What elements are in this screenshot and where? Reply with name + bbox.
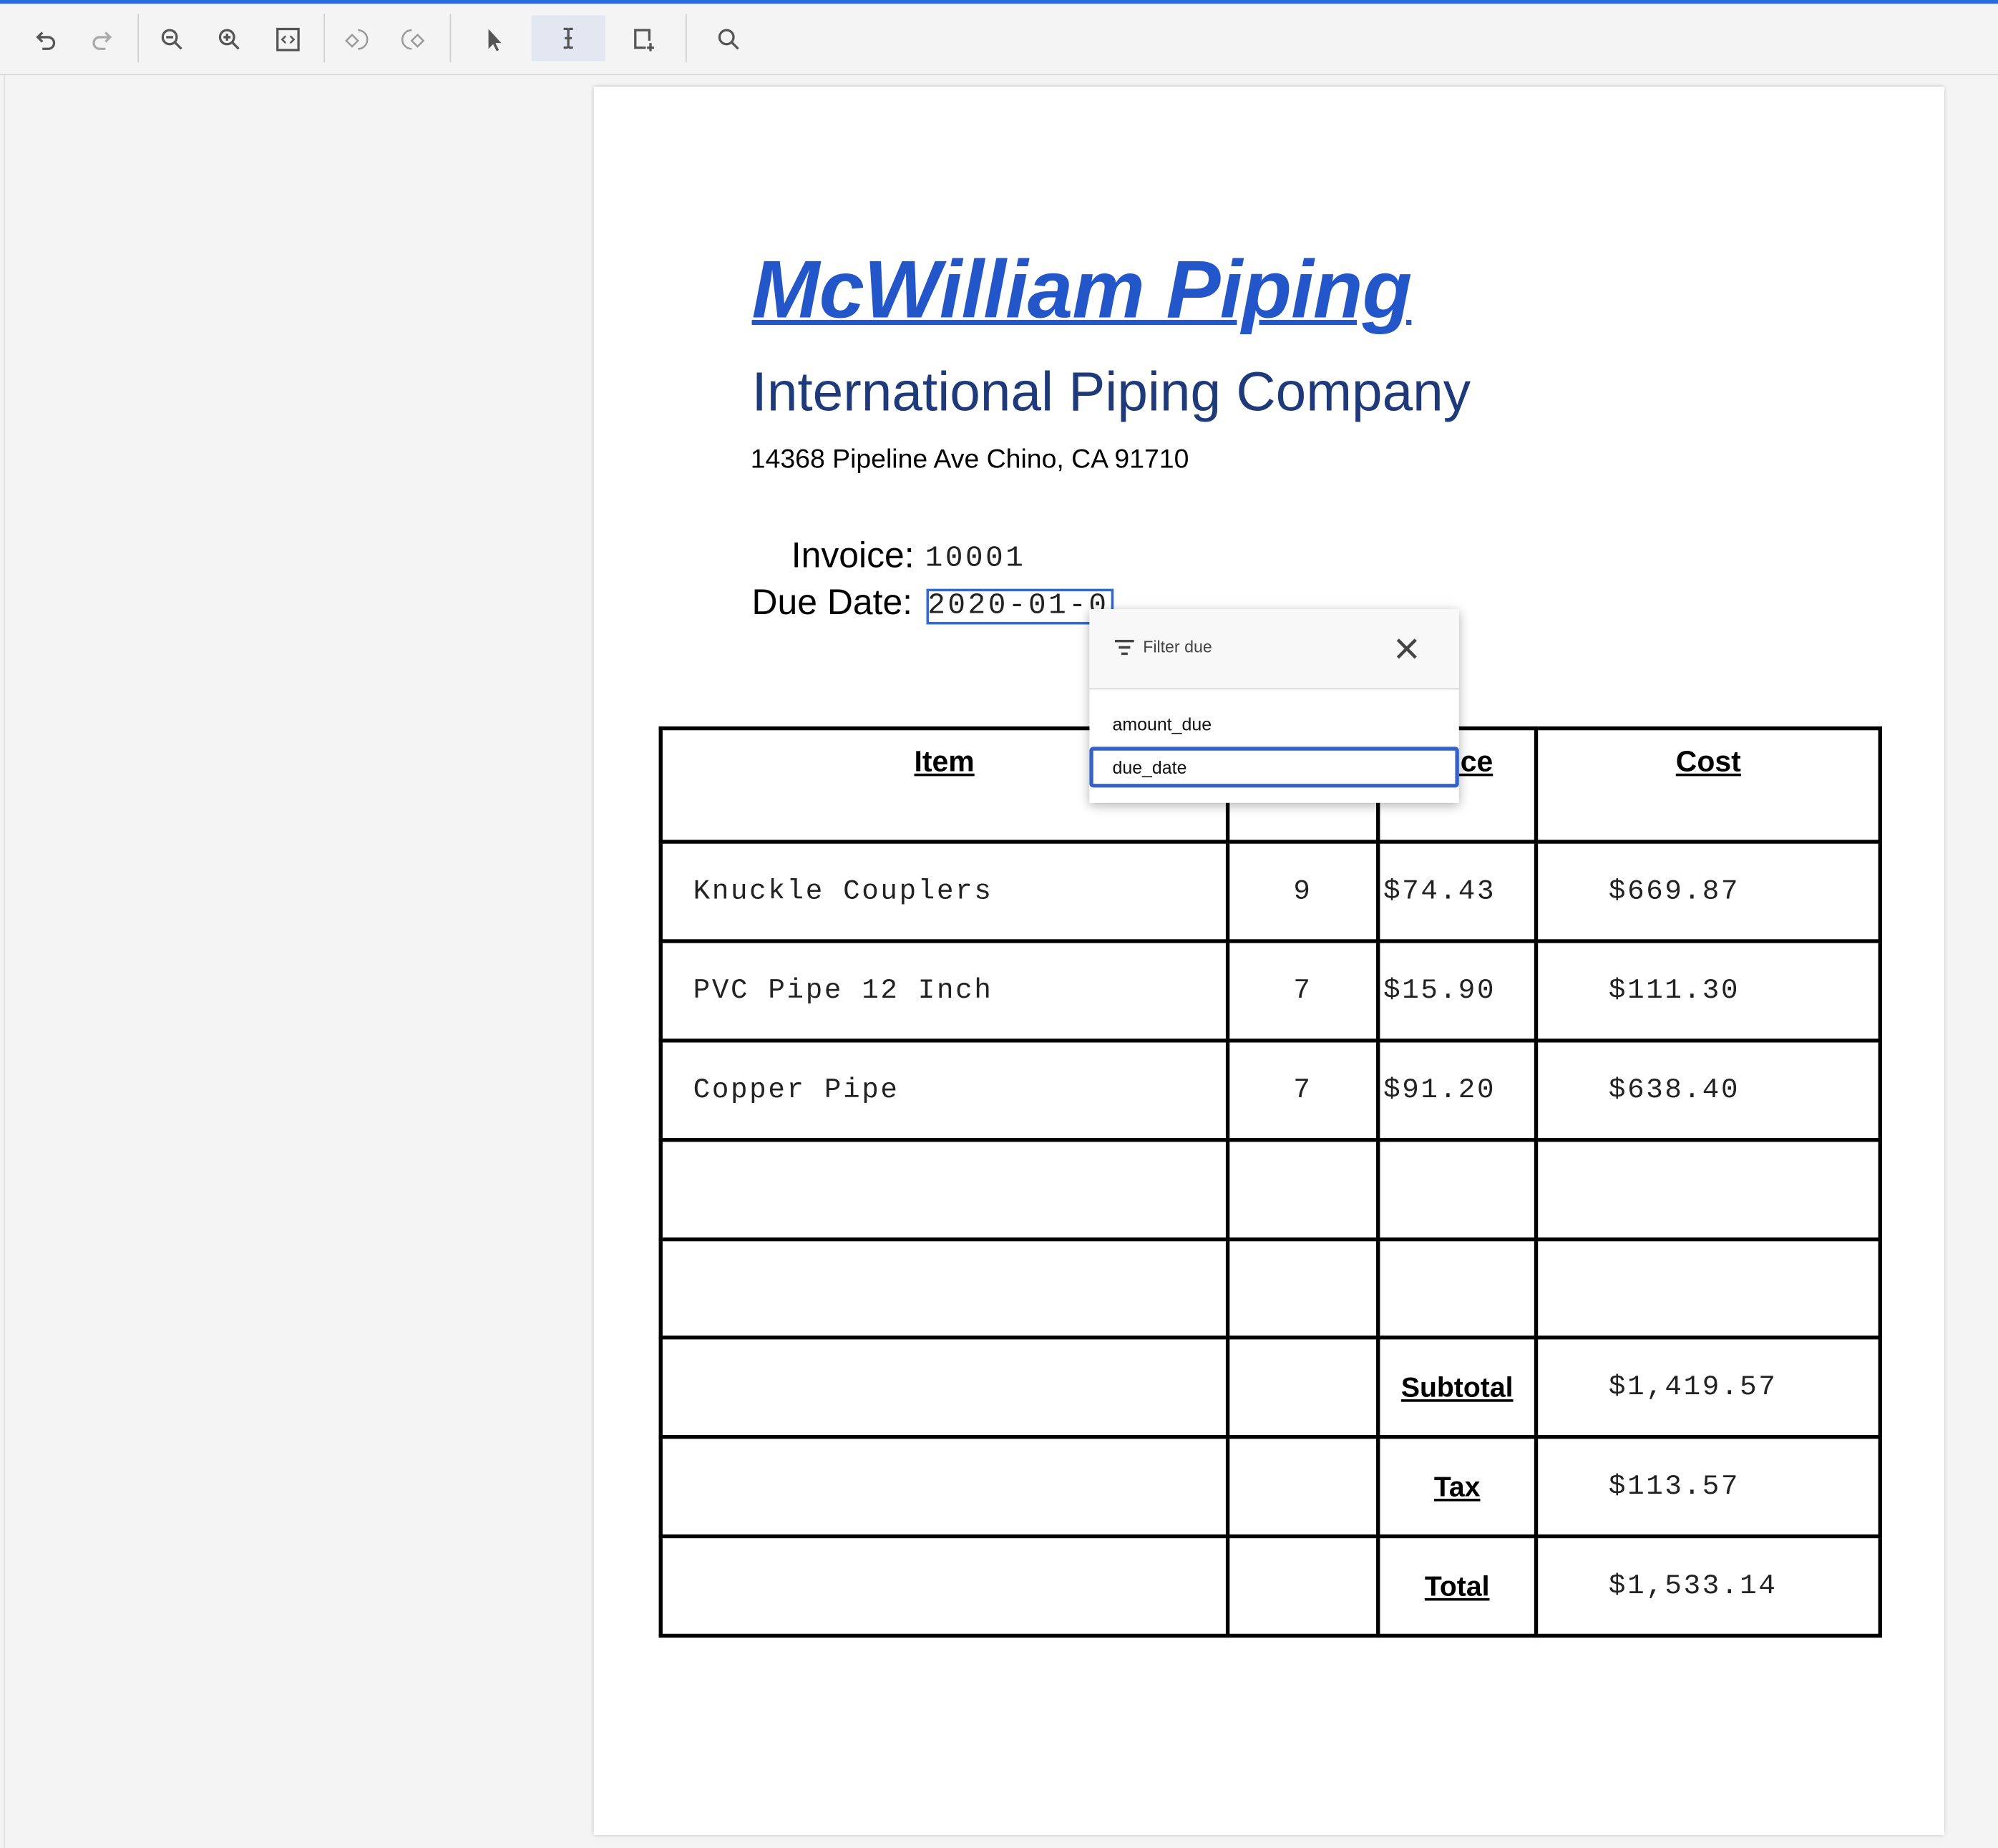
price-cell[interactable]: $15.90 (1375, 939, 1539, 1043)
toolbar-divider (323, 14, 326, 63)
company-address: 14368 Pipeline Ave Chino, CA 91710 (750, 444, 1189, 475)
empty-row (658, 1137, 1882, 1241)
empty-cell (658, 1137, 1230, 1241)
empty-cell (1226, 1535, 1380, 1638)
empty-cell (658, 1336, 1230, 1439)
zoom-in-icon[interactable] (209, 19, 250, 60)
table-row: Copper Pipe 7 $91.20 $638.40 (658, 1038, 1882, 1142)
empty-cell (1226, 1435, 1380, 1539)
due-date-value: 2020-01-02 (927, 588, 1114, 622)
filter-popup-title: Filter due (1143, 637, 1212, 657)
due-date-field-selected[interactable]: 2020-01-02 (926, 588, 1114, 625)
invoice-table: Item Price Cost Knuckle Couplers 9 $74.4… (658, 726, 1882, 1638)
empty-cell (1375, 1137, 1539, 1241)
tax-value[interactable]: $113.57 (1534, 1435, 1882, 1539)
redo-icon[interactable] (82, 19, 122, 60)
table-row: Knuckle Couplers 9 $74.43 $669.87 (658, 840, 1882, 943)
total-label: Total (1375, 1535, 1539, 1638)
qty-cell[interactable]: 7 (1226, 939, 1380, 1043)
total-row: Total $1,533.14 (658, 1535, 1882, 1638)
add-region-icon[interactable] (623, 19, 664, 60)
filter-icon (1115, 639, 1134, 656)
rotate-right-icon[interactable] (392, 19, 433, 60)
invoice-number[interactable]: 10001 (925, 541, 1026, 575)
tax-label: Tax (1375, 1435, 1539, 1539)
zoom-out-icon[interactable] (152, 19, 193, 60)
filter-option-amount-due[interactable]: amount_due (1112, 714, 1212, 734)
empty-cell (1226, 1237, 1380, 1341)
filter-option-due-date[interactable]: due_date (1089, 747, 1459, 788)
filter-popup: Filter due amount_due due_date (1089, 609, 1459, 803)
toolbar-divider (449, 14, 452, 63)
company-subtitle: International Piping Company (751, 361, 1471, 424)
toolbar-divider (137, 14, 140, 63)
price-cell[interactable]: $91.20 (1375, 1038, 1539, 1142)
filter-popup-header: Filter due (1089, 609, 1459, 690)
close-icon[interactable] (1393, 635, 1420, 663)
cost-cell[interactable]: $638.40 (1534, 1038, 1882, 1142)
search-icon[interactable] (708, 19, 749, 60)
qty-cell[interactable]: 9 (1226, 840, 1380, 943)
cost-cell[interactable]: $111.30 (1534, 939, 1882, 1043)
total-value[interactable]: $1,533.14 (1534, 1535, 1882, 1638)
price-cell[interactable]: $74.43 (1375, 840, 1539, 943)
empty-cell (1226, 1336, 1380, 1439)
fit-page-icon[interactable] (268, 19, 308, 60)
select-pointer-icon[interactable] (473, 19, 514, 60)
cost-cell[interactable]: $669.87 (1534, 840, 1882, 943)
left-panel-edge (4, 75, 6, 1848)
item-cell[interactable]: Knuckle Couplers (658, 840, 1230, 943)
due-date-label: Due Date: (751, 582, 913, 622)
subtotal-value[interactable]: $1,419.57 (1534, 1336, 1882, 1439)
item-cell[interactable]: Copper Pipe (658, 1038, 1230, 1142)
toolbar-divider (685, 14, 687, 63)
tax-row: Tax $113.57 (658, 1435, 1882, 1539)
subtotal-label: Subtotal (1375, 1336, 1539, 1439)
subtotal-row: Subtotal $1,419.57 (658, 1336, 1882, 1439)
top-accent-bar (0, 0, 1998, 4)
empty-cell (658, 1535, 1230, 1638)
rotate-left-icon[interactable] (336, 19, 377, 60)
empty-cell (658, 1237, 1230, 1341)
qty-cell[interactable]: 7 (1226, 1038, 1380, 1142)
item-cell[interactable]: PVC Pipe 12 Inch (658, 939, 1230, 1043)
company-title: McWilliam Piping (751, 243, 1413, 336)
header-cost: Cost (1534, 726, 1882, 844)
empty-cell (1534, 1237, 1882, 1341)
toolbar (0, 4, 1998, 76)
empty-cell (658, 1435, 1230, 1539)
empty-cell (1375, 1237, 1539, 1341)
empty-cell (1226, 1137, 1380, 1241)
invoice-label: Invoice: (791, 535, 915, 575)
table-row: PVC Pipe 12 Inch 7 $15.90 $111.30 (658, 939, 1882, 1043)
empty-cell (1534, 1137, 1882, 1241)
empty-row (658, 1237, 1882, 1341)
text-cursor-icon[interactable] (531, 15, 605, 62)
undo-icon[interactable] (26, 19, 67, 60)
